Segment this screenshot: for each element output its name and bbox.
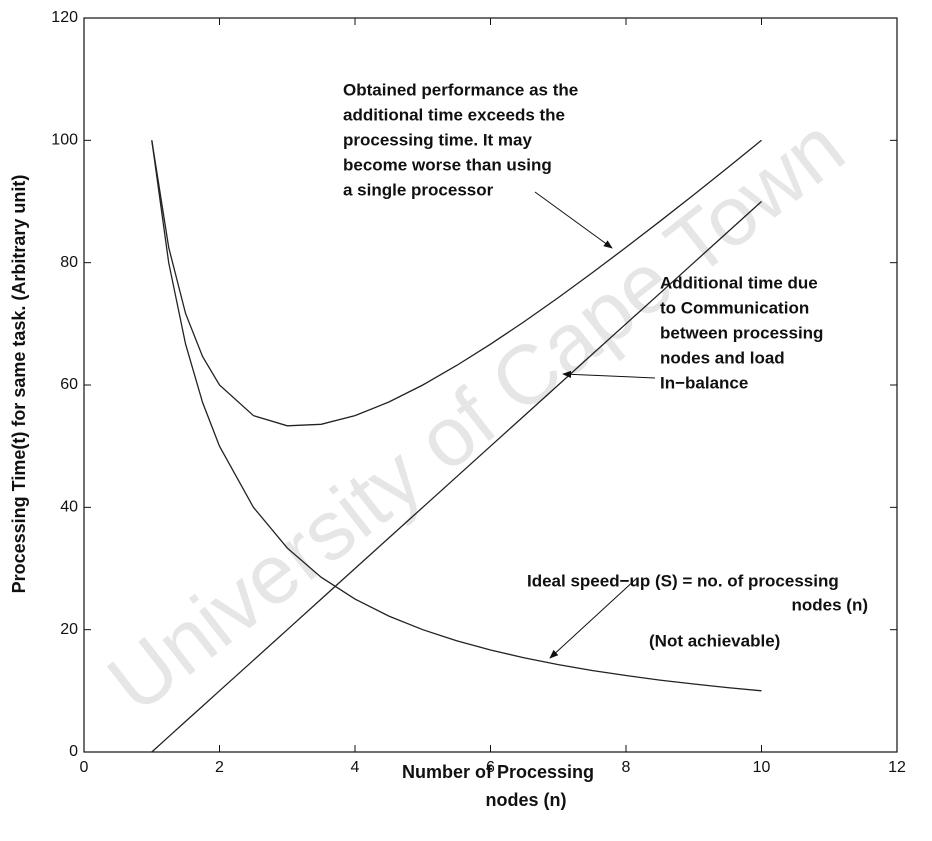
x-tick-label: 12 <box>888 759 906 776</box>
annotation-arrow <box>534 191 613 249</box>
annotation: Additional time due <box>660 273 818 292</box>
annotation: In−balance <box>660 373 748 392</box>
x-tick-label: 0 <box>80 759 89 776</box>
x-tick-label: 6 <box>486 759 495 776</box>
x-axis-label: Number of Processing <box>402 762 594 782</box>
y-tick-label: 0 <box>69 743 78 760</box>
x-tick-label: 10 <box>753 759 771 776</box>
x-tick-label: 4 <box>351 759 360 776</box>
x-tick-label: 8 <box>622 759 631 776</box>
y-tick-label: 100 <box>51 132 78 149</box>
line-series <box>151 139 762 427</box>
annotation: become worse than using <box>343 155 552 174</box>
annotation: between processing <box>660 323 823 342</box>
annotation: nodes and load <box>660 348 785 367</box>
annotation: additional time exceeds the <box>343 105 565 124</box>
annotation: Ideal speed−up (S) = no. of processing <box>527 571 839 590</box>
y-tick-label: 120 <box>51 9 78 26</box>
annotation: Obtained performance as the <box>343 80 578 99</box>
y-tick-label: 20 <box>60 621 78 638</box>
annotation: to Communication <box>660 298 809 317</box>
x-tick-label: 2 <box>215 759 224 776</box>
y-tick-label: 40 <box>60 499 78 516</box>
annotation: a single processor <box>343 180 494 199</box>
y-tick-label: 60 <box>60 376 78 393</box>
y-axis-label: Processing Time(t) for same task. (Arbit… <box>9 175 29 594</box>
annotation: nodes (n) <box>792 595 869 614</box>
line-series <box>151 140 762 692</box>
x-axis-label: nodes (n) <box>486 790 567 810</box>
annotation-arrow <box>549 577 638 659</box>
line-series <box>151 201 762 753</box>
y-tick-label: 80 <box>60 254 78 271</box>
annotation-arrow <box>562 370 656 379</box>
annotation: processing time. It may <box>343 130 532 149</box>
annotation: (Not achievable) <box>649 631 780 650</box>
